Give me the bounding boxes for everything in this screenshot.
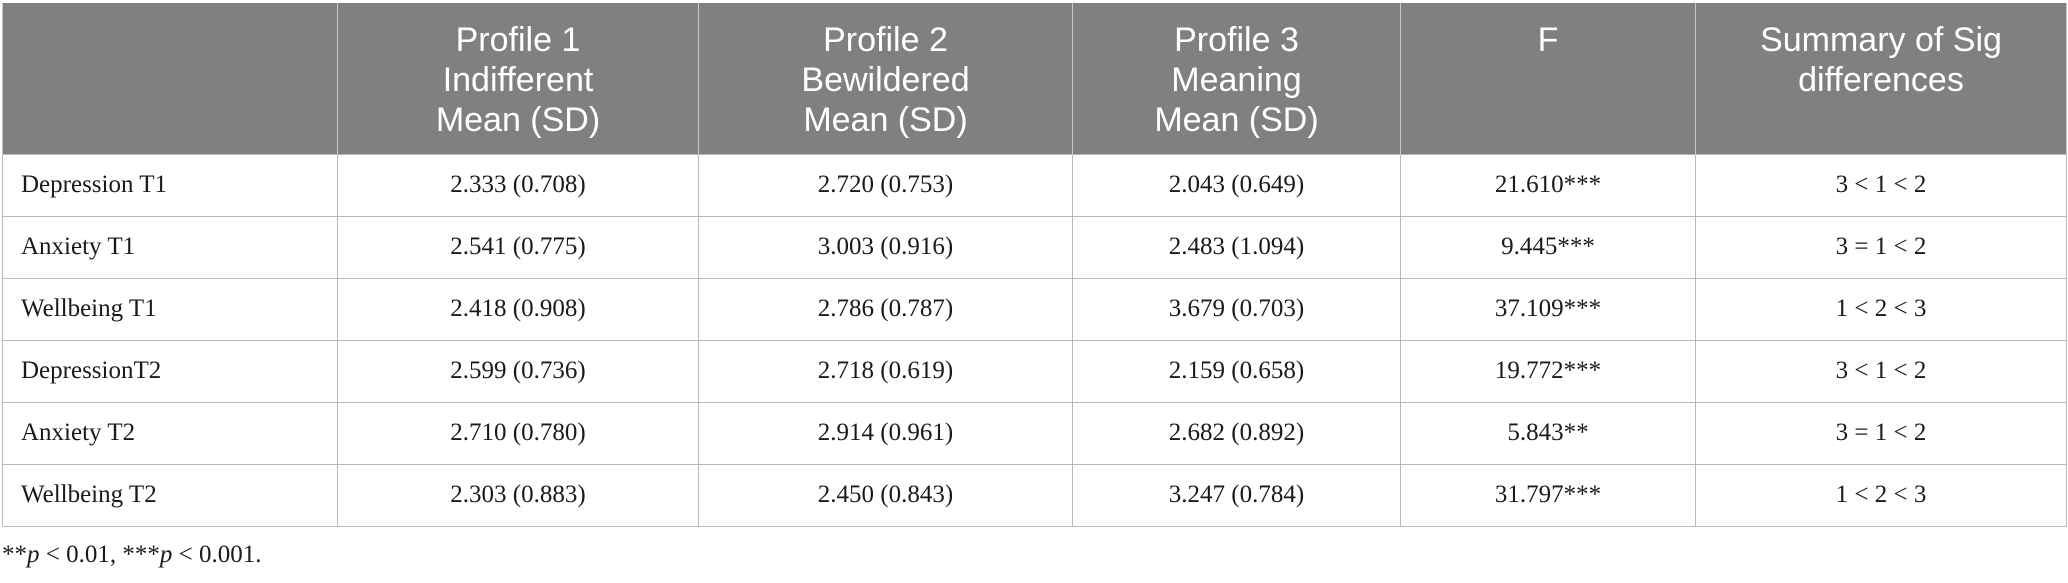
row-label: Wellbeing T2	[2, 463, 338, 527]
table-cell: 37.109***	[1400, 277, 1696, 341]
profile-comparison-table: Profile 1 Indifferent Mean (SD) Profile …	[2, 3, 2067, 527]
table-cell: 1 < 2 < 3	[1695, 463, 2067, 527]
table-cell: 2.450 (0.843)	[698, 463, 1073, 527]
header-f-statistic: F	[1400, 3, 1696, 154]
table-cell: 1 < 2 < 3	[1695, 277, 2067, 341]
header-empty	[2, 3, 338, 154]
footnote-stars: **	[2, 541, 27, 568]
table-cell: 3.003 (0.916)	[698, 215, 1073, 279]
header-line: Meaning	[1171, 61, 1302, 99]
table-row: Anxiety T2 2.710 (0.780) 2.914 (0.961) 2…	[2, 401, 2067, 465]
table-cell: 19.772***	[1400, 339, 1696, 403]
table-cell: 2.599 (0.736)	[337, 339, 699, 403]
table-cell: 5.843**	[1400, 401, 1696, 465]
table-row: Depression T1 2.333 (0.708) 2.720 (0.753…	[2, 153, 2067, 217]
header-profile-3: Profile 3 Meaning Mean (SD)	[1072, 3, 1401, 154]
table-cell: 3 = 1 < 2	[1695, 401, 2067, 465]
table-cell: 2.303 (0.883)	[337, 463, 699, 527]
table-cell: 2.333 (0.708)	[337, 153, 699, 217]
table-cell: 2.483 (1.094)	[1072, 215, 1401, 279]
row-label: Depression T1	[2, 153, 338, 217]
footnote-text: < 0.001.	[172, 541, 262, 568]
table-row: Anxiety T1 2.541 (0.775) 3.003 (0.916) 2…	[2, 215, 2067, 279]
header-line: differences	[1798, 61, 1964, 99]
table-cell: 3 < 1 < 2	[1695, 339, 2067, 403]
table-header-row: Profile 1 Indifferent Mean (SD) Profile …	[2, 3, 2067, 154]
table-cell: 3.247 (0.784)	[1072, 463, 1401, 527]
table-cell: 2.043 (0.649)	[1072, 153, 1401, 217]
header-line: Mean (SD)	[1154, 101, 1319, 139]
table-row: DepressionT2 2.599 (0.736) 2.718 (0.619)…	[2, 339, 2067, 403]
header-line: Summary of Sig	[1760, 21, 2002, 59]
footnote-p-symbol: p	[27, 541, 40, 568]
table-row: Wellbeing T1 2.418 (0.908) 2.786 (0.787)…	[2, 277, 2067, 341]
row-label: Anxiety T1	[2, 215, 338, 279]
table-cell: 2.710 (0.780)	[337, 401, 699, 465]
table-footnote: **p < 0.01, ***p < 0.001.	[2, 541, 261, 569]
table-cell: 31.797***	[1400, 463, 1696, 527]
header-line: Bewildered	[801, 61, 970, 99]
table-cell: 2.682 (0.892)	[1072, 401, 1401, 465]
header-line: Mean (SD)	[803, 101, 968, 139]
table-row: Wellbeing T2 2.303 (0.883) 2.450 (0.843)…	[2, 463, 2067, 527]
footnote-text: < 0.01,	[39, 541, 123, 568]
table-cell: 2.914 (0.961)	[698, 401, 1073, 465]
header-line: Profile 3	[1174, 21, 1299, 59]
header-profile-1: Profile 1 Indifferent Mean (SD)	[337, 3, 699, 154]
header-line: Profile 1	[455, 21, 581, 59]
table-cell: 3 < 1 < 2	[1695, 153, 2067, 217]
table-cell: 9.445***	[1400, 215, 1696, 279]
table-cell: 2.541 (0.775)	[337, 215, 699, 279]
table-cell: 2.418 (0.908)	[337, 277, 699, 341]
row-label: Wellbeing T1	[2, 277, 338, 341]
table-cell: 3 = 1 < 2	[1695, 215, 2067, 279]
header-summary: Summary of Sig differences	[1695, 3, 2067, 154]
table-cell: 21.610***	[1400, 153, 1696, 217]
table-cell: 2.159 (0.658)	[1072, 339, 1401, 403]
row-label: DepressionT2	[2, 339, 338, 403]
table-cell: 2.718 (0.619)	[698, 339, 1073, 403]
footnote-p-symbol: p	[159, 541, 173, 568]
footnote-stars: ***	[122, 541, 160, 568]
header-line: Mean (SD)	[435, 101, 601, 139]
header-line: F	[1537, 21, 1559, 59]
header-line: Profile 2	[823, 21, 948, 59]
header-profile-2: Profile 2 Bewildered Mean (SD)	[698, 3, 1073, 154]
table-cell: 3.679 (0.703)	[1072, 277, 1401, 341]
results-table-container: Profile 1 Indifferent Mean (SD) Profile …	[2, 3, 2067, 527]
table-cell: 2.786 (0.787)	[698, 277, 1073, 341]
row-label: Anxiety T2	[2, 401, 338, 465]
table-cell: 2.720 (0.753)	[698, 153, 1073, 217]
header-line: Indifferent	[442, 61, 594, 99]
